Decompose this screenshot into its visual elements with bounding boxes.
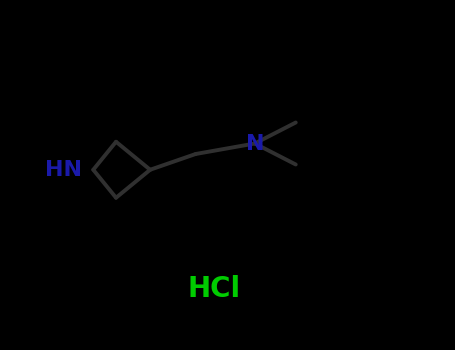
Text: HCl: HCl — [187, 275, 240, 303]
Text: HN: HN — [45, 160, 82, 180]
Text: N: N — [246, 133, 264, 154]
